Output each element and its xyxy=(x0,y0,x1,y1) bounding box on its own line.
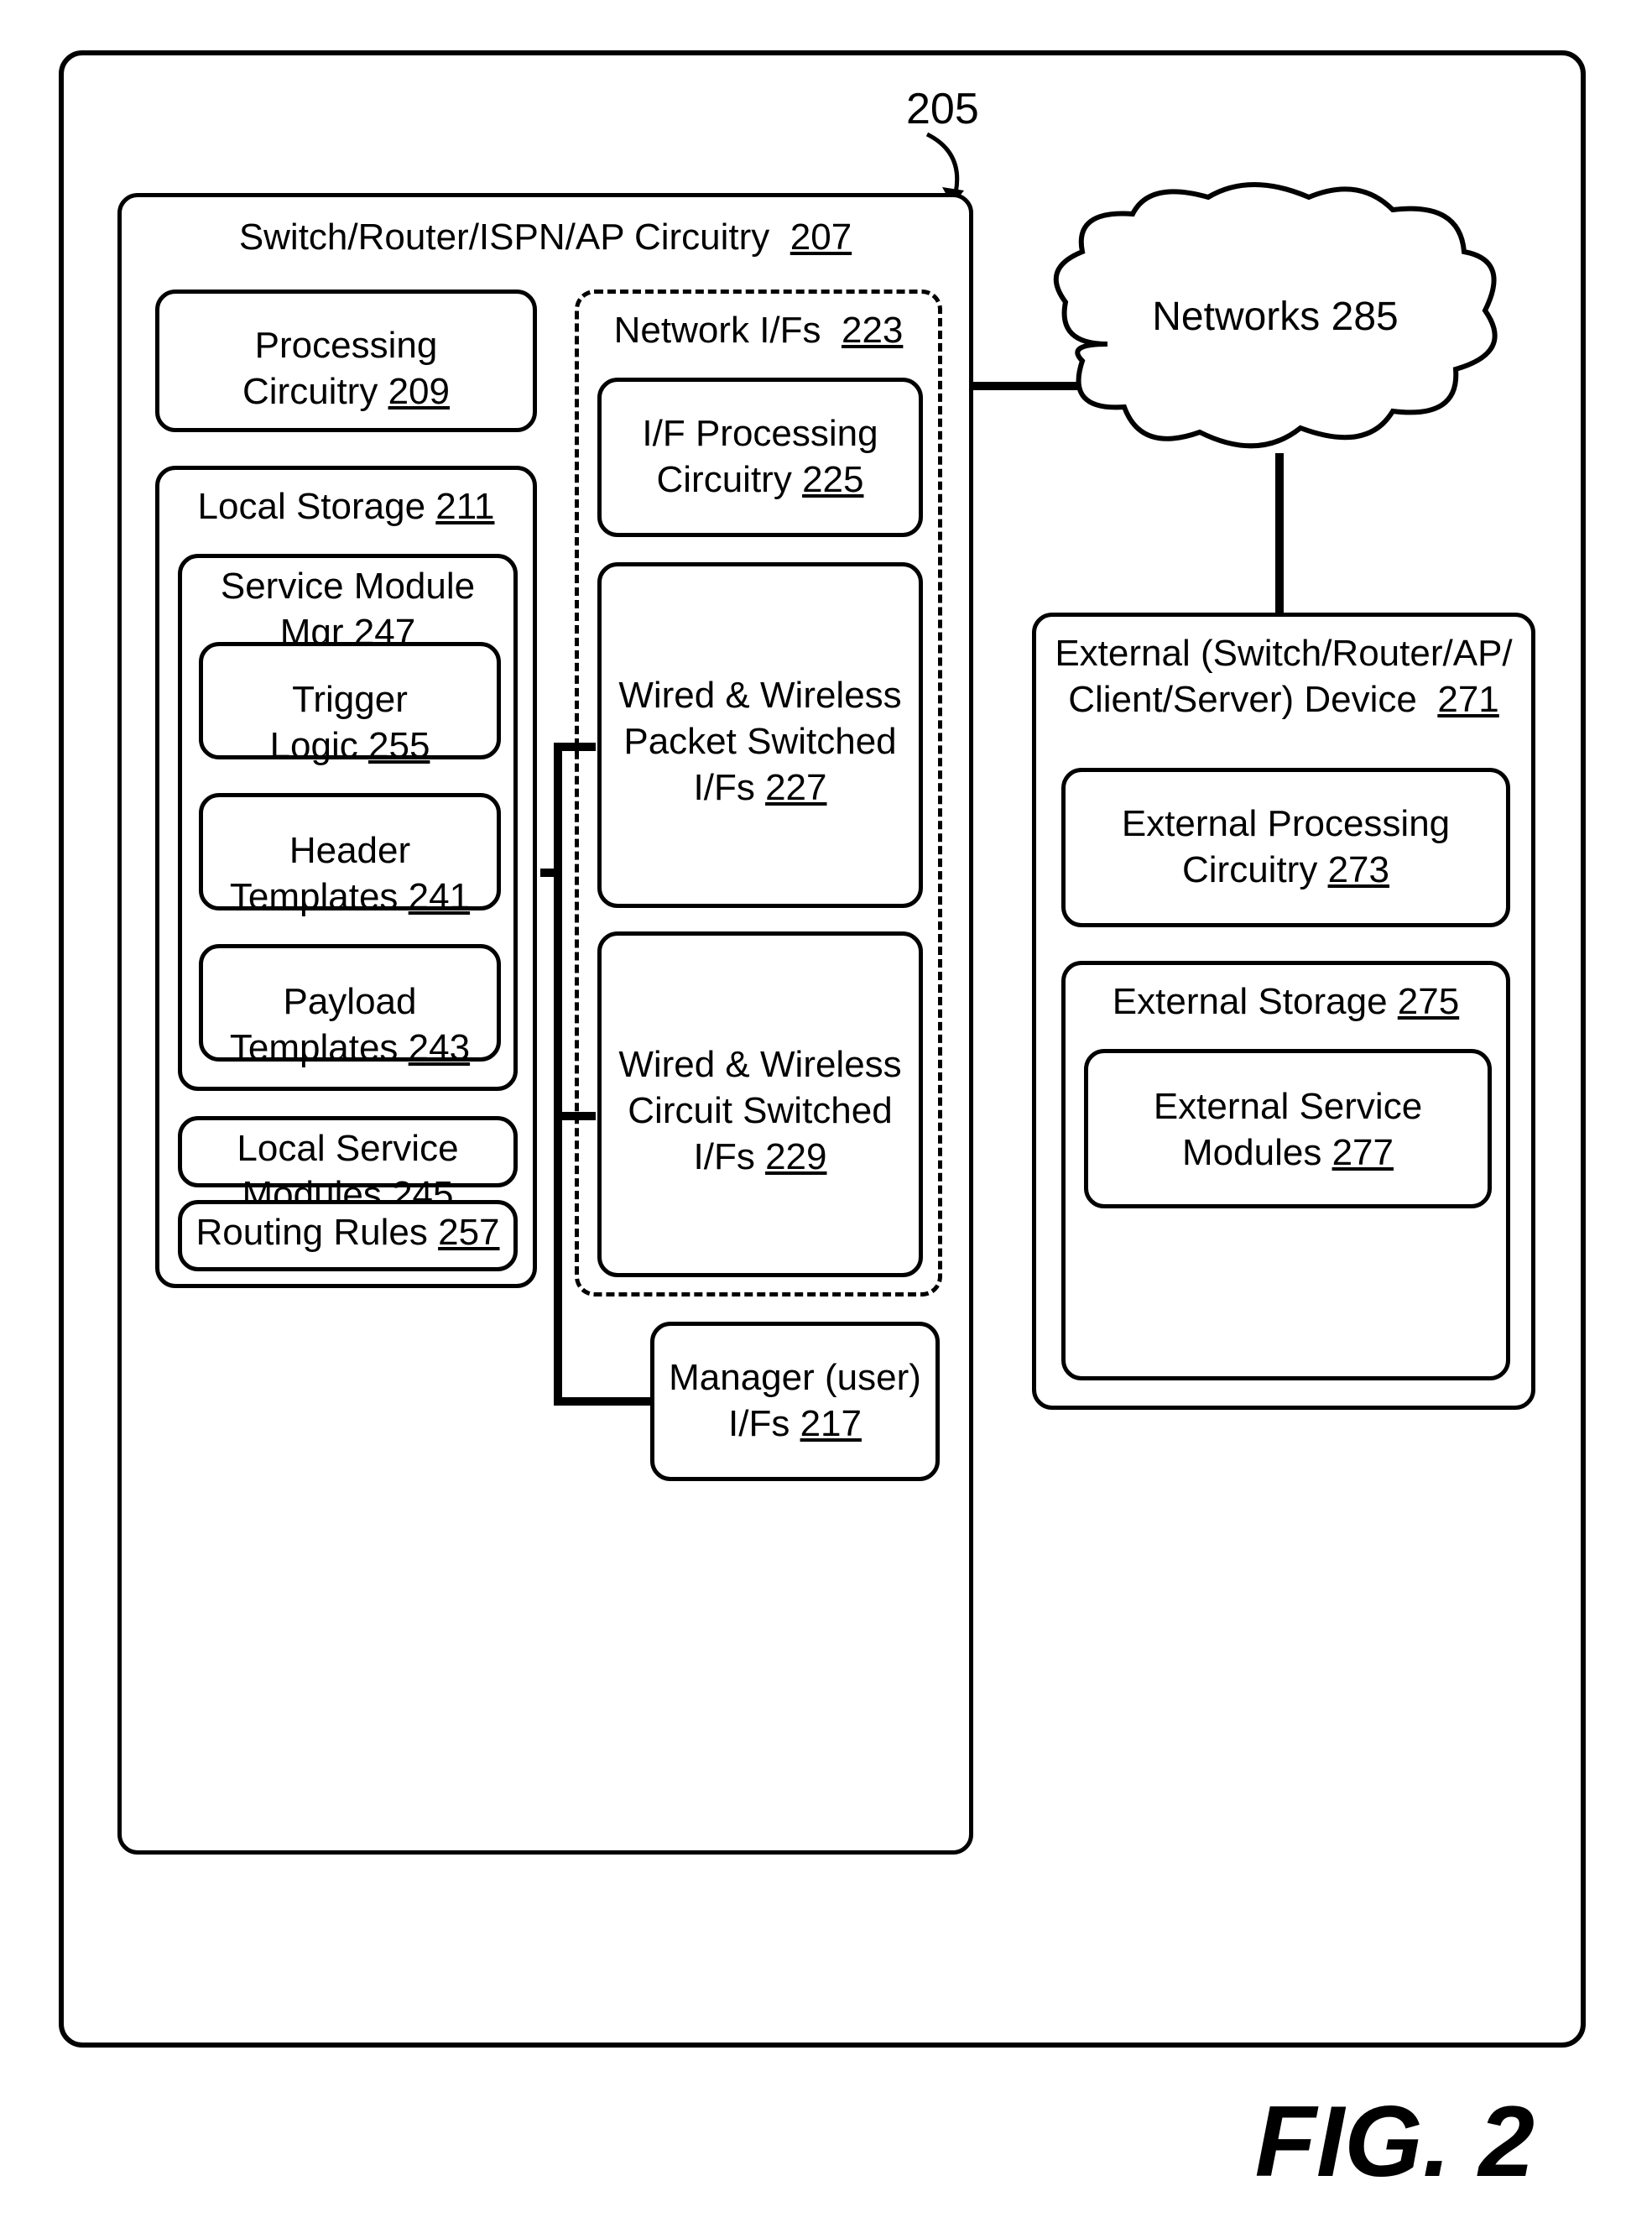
local-storage-box: Local Storage 211 Service Module Mgr 247… xyxy=(155,466,537,1288)
external-device-box: External (Switch/Router/AP/ Client/Serve… xyxy=(1032,613,1535,1410)
service-module-mgr-box: Service Module Mgr 247 Trigger Logic 255… xyxy=(178,554,518,1091)
main-title-ref: 207 xyxy=(790,217,852,258)
cloud-label: Networks 285 xyxy=(1124,294,1426,340)
if-proc-label: I/F Processing Circuitry 225 xyxy=(602,405,919,508)
conn-cloud-ext xyxy=(1275,453,1284,617)
routing-rules-box: Routing Rules 257 xyxy=(178,1200,518,1271)
bus-h1 xyxy=(554,743,596,751)
packet-switched-box: Wired & Wireless Packet Switched I/Fs 22… xyxy=(597,562,923,908)
main-title-text: Switch/Router/ISPN/AP Circuitry xyxy=(239,217,769,258)
manager-ifs-box: Manager (user) I/Fs 217 xyxy=(650,1322,940,1481)
local-storage-label: Local Storage 211 xyxy=(159,478,533,535)
bus-h3 xyxy=(554,1397,653,1406)
circuit-label: Wired & Wireless Circuit Switched I/Fs 2… xyxy=(602,1036,919,1185)
bus-h4 xyxy=(540,869,562,877)
ext-proc-label: External Processing Circuitry 273 xyxy=(1066,796,1506,898)
bus-vline xyxy=(554,743,562,1406)
ext-title: External (Switch/Router/AP/ Client/Serve… xyxy=(1036,625,1531,728)
proc-209-label: Processing Circuitry 209 xyxy=(159,317,533,420)
external-processing-box: External Processing Circuitry 273 xyxy=(1061,768,1510,927)
payload-templates-box: Payload Templates 243 xyxy=(199,944,501,1062)
circuit-switched-box: Wired & Wireless Circuit Switched I/Fs 2… xyxy=(597,931,923,1277)
conn-main-cloud xyxy=(973,382,1078,390)
local-service-modules-box: Local Service Modules 245 xyxy=(178,1116,518,1187)
external-storage-box: External Storage 275 External Service Mo… xyxy=(1061,961,1510,1380)
trigger-label: Trigger Logic 255 xyxy=(203,671,497,774)
trigger-logic-box: Trigger Logic 255 xyxy=(199,642,501,759)
header-label: Header Templates 241 xyxy=(203,822,497,925)
net-ifs-label: Network I/Fs 223 xyxy=(579,302,938,358)
network-ifs-box: Network I/Fs 223 I/F Processing Circuitr… xyxy=(575,290,942,1296)
processing-circuitry-209: Processing Circuitry 209 xyxy=(155,290,537,432)
if-processing-box: I/F Processing Circuitry 225 xyxy=(597,378,923,537)
ref-205: 205 xyxy=(906,84,979,134)
bus-h2 xyxy=(554,1112,596,1120)
header-templates-box: Header Templates 241 xyxy=(199,793,501,910)
figure-label: FIG. 2 xyxy=(1255,2084,1535,2199)
main-title: Switch/Router/ISPN/AP Circuitry 207 xyxy=(122,209,969,265)
networks-cloud: Networks 285 xyxy=(1040,176,1510,470)
ext-storage-label: External Storage 275 xyxy=(1066,973,1506,1030)
ext-svc-label: External Service Modules 277 xyxy=(1088,1078,1488,1181)
packet-label: Wired & Wireless Packet Switched I/Fs 22… xyxy=(602,667,919,816)
main-circuitry-box: Switch/Router/ISPN/AP Circuitry 207 Proc… xyxy=(117,193,973,1855)
routing-label: Routing Rules 257 xyxy=(182,1204,513,1260)
payload-label: Payload Templates 243 xyxy=(203,973,497,1076)
external-service-modules-box: External Service Modules 277 xyxy=(1084,1049,1492,1208)
mgr-if-label: Manager (user) I/Fs 217 xyxy=(654,1349,935,1452)
